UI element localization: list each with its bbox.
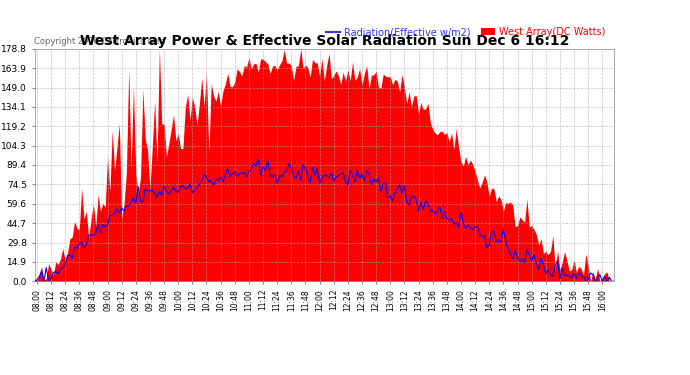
Text: Copyright 2020 Cartronics.com: Copyright 2020 Cartronics.com [34,38,166,46]
Legend: Radiation(Effective w/m2), West Array(DC Watts): Radiation(Effective w/m2), West Array(DC… [322,23,609,41]
Title: West Array Power & Effective Solar Radiation Sun Dec 6 16:12: West Array Power & Effective Solar Radia… [79,34,569,48]
